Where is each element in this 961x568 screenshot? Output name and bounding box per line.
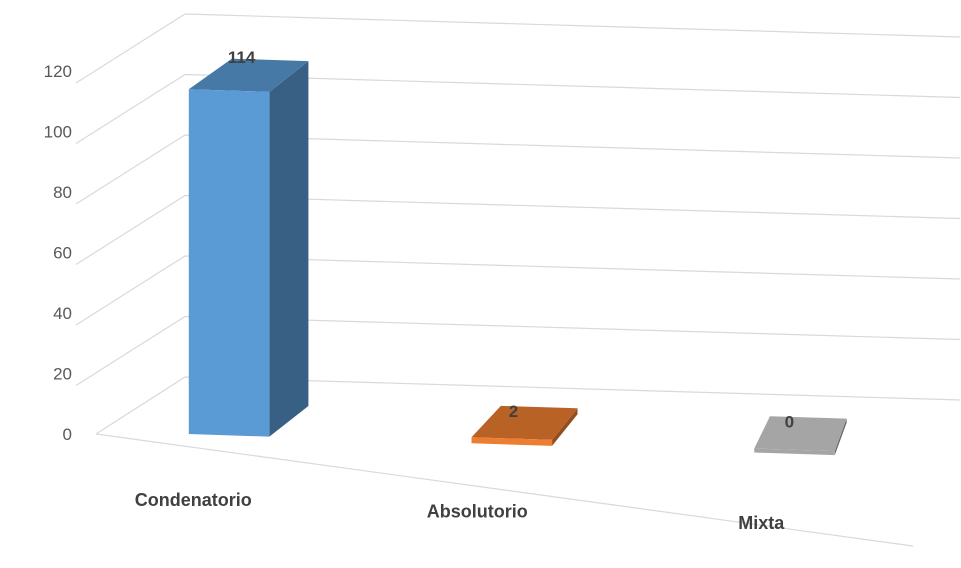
bar-side xyxy=(834,418,847,456)
y-tick-label: 20 xyxy=(53,365,72,384)
bar xyxy=(188,89,270,437)
data-label: 114 xyxy=(228,48,256,67)
y-axis: 0 20 40 60 80 100 120 xyxy=(44,62,72,444)
gridline xyxy=(75,73,961,145)
gridline xyxy=(75,194,961,266)
y-tick-label: 120 xyxy=(44,62,72,81)
data-label: 2 xyxy=(509,402,518,421)
y-tick-label: 40 xyxy=(53,304,72,323)
data-label: 0 xyxy=(785,413,794,432)
bar xyxy=(754,448,835,456)
bar-side xyxy=(269,61,309,437)
category-label: Absolutorio xyxy=(427,502,528,522)
category-label: Mixta xyxy=(738,513,785,533)
bar-top xyxy=(471,405,578,440)
bar-side xyxy=(552,408,578,446)
bars xyxy=(188,58,847,456)
labels: 114 Condenatorio 2 Absolutorio 0 Mixta xyxy=(135,48,794,533)
gridline xyxy=(75,13,961,84)
bar-top xyxy=(754,416,847,452)
bar xyxy=(471,437,553,446)
gridline xyxy=(75,134,961,205)
y-tick-label: 80 xyxy=(53,183,72,202)
bar-top xyxy=(188,58,309,92)
gridline xyxy=(75,255,961,326)
y-tick-label: 100 xyxy=(44,123,72,142)
gridline xyxy=(75,315,961,387)
floor-front-edge xyxy=(95,433,914,547)
gridlines xyxy=(75,13,961,547)
y-tick-label: 0 xyxy=(63,425,72,444)
category-label: Condenatorio xyxy=(135,490,252,510)
floor-gridline xyxy=(95,376,961,435)
y-tick-label: 60 xyxy=(53,244,72,263)
